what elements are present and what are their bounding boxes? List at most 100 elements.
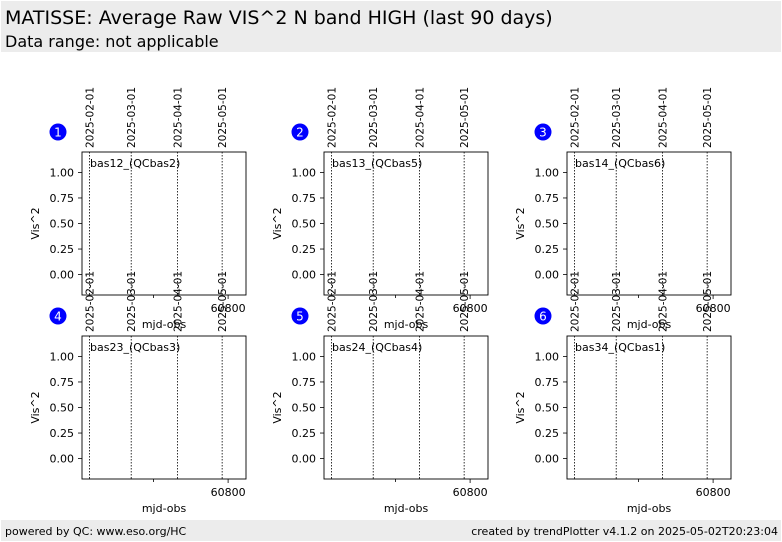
panel-number: 3 <box>539 126 547 140</box>
y-tick-label: 0.50 <box>50 402 75 415</box>
y-tick-label: 1.00 <box>50 350 75 363</box>
panel-number-badge <box>49 307 67 325</box>
date-tick-label: 2025-02-01 <box>84 271 96 332</box>
y-tick-label: 1.00 <box>50 166 75 179</box>
x-tick-label: 60800 <box>696 486 731 499</box>
panel-number-badge <box>49 123 67 141</box>
panel-number-badge <box>291 123 309 141</box>
y-tick-label: 0.00 <box>535 269 560 282</box>
y-tick-label: 0.00 <box>535 453 560 466</box>
y-axis-label: Vis^2 <box>514 207 527 239</box>
panel-number: 2 <box>296 126 304 140</box>
date-tick-label: 2025-02-01 <box>326 271 338 332</box>
y-tick-label: 0.25 <box>50 427 75 440</box>
date-tick-label: 2025-04-01 <box>414 271 426 332</box>
date-tick-label: 2025-04-01 <box>172 271 184 332</box>
date-tick-label: 2025-02-01 <box>569 271 581 332</box>
x-tick-label: 60800 <box>453 486 488 499</box>
y-tick-label: 0.25 <box>535 243 560 256</box>
y-tick-label: 0.25 <box>292 427 317 440</box>
plot-panel-3: 2025-02-01 2025-03-01 2025-04-01 2025-05-01… <box>514 87 732 331</box>
y-tick-label: 0.75 <box>50 192 75 205</box>
x-tick-label: 60800 <box>211 486 246 499</box>
plot-frame <box>81 335 247 480</box>
plot-frame <box>323 335 489 480</box>
y-tick-label: 1.00 <box>292 166 317 179</box>
y-tick-label: 0.25 <box>292 243 317 256</box>
plot-frame <box>566 151 732 296</box>
y-axis-label: Vis^2 <box>514 391 527 423</box>
plot-panel-1: 2025-02-01 2025-03-01 2025-04-01 2025-05-01… <box>29 87 247 331</box>
footer-credit: powered by QC: www.eso.org/HC <box>5 525 187 538</box>
panel-number: 4 <box>54 310 62 324</box>
panel-number: 6 <box>539 310 547 324</box>
y-tick-label: 0.75 <box>50 376 75 389</box>
plot-panel-5: 2025-02-01 2025-03-01 2025-04-01 2025-05-01… <box>271 271 489 515</box>
plot-frame <box>81 151 247 296</box>
y-tick-label: 0.00 <box>292 453 317 466</box>
x-axis-label: mjd-obs <box>142 318 187 331</box>
y-tick-label: 0.50 <box>292 402 317 415</box>
y-tick-label: 0.00 <box>292 269 317 282</box>
y-tick-label: 0.50 <box>535 402 560 415</box>
date-tick-label: 2025-03-01 <box>611 87 623 148</box>
x-tick-label: 60800 <box>211 302 246 315</box>
date-tick-label: 2025-03-01 <box>611 271 623 332</box>
x-axis-label: mjd-obs <box>142 502 187 515</box>
plot-panel-2: 2025-02-01 2025-03-01 2025-04-01 2025-05-01… <box>271 87 489 331</box>
y-tick-label: 0.25 <box>50 243 75 256</box>
date-tick-label: 2025-05-01 <box>459 271 471 332</box>
baseline-label: bas14_(QCbas6) <box>575 157 665 170</box>
plot-panel-6: 2025-02-01 2025-03-01 2025-04-01 2025-05-01… <box>514 271 732 515</box>
date-tick-label: 2025-03-01 <box>368 87 380 148</box>
panel-number-badge <box>534 123 552 141</box>
date-tick-label: 2025-04-01 <box>414 87 426 148</box>
date-tick-label: 2025-05-01 <box>217 271 229 332</box>
baseline-label: bas23_(QCbas3) <box>90 341 180 354</box>
y-tick-label: 0.50 <box>50 218 75 231</box>
baseline-label: bas34_(QCbas1) <box>575 341 665 354</box>
date-tick-label: 2025-04-01 <box>172 87 184 148</box>
y-tick-label: 0.75 <box>292 192 317 205</box>
plot-panel-4: 2025-02-01 2025-03-01 2025-04-01 2025-05-01… <box>29 271 247 515</box>
date-tick-label: 2025-02-01 <box>84 87 96 148</box>
x-axis-label: mjd-obs <box>627 318 672 331</box>
plot-frame <box>566 335 732 480</box>
panel-number: 5 <box>296 310 304 324</box>
date-tick-label: 2025-02-01 <box>569 87 581 148</box>
panel-number-badge <box>291 307 309 325</box>
date-tick-label: 2025-04-01 <box>657 87 669 148</box>
x-tick-label: 60800 <box>696 302 731 315</box>
x-axis-label: mjd-obs <box>384 318 429 331</box>
y-axis-label: Vis^2 <box>29 207 42 239</box>
footer-generator: created by trendPlotter v4.1.2 on 2025-0… <box>471 525 778 538</box>
y-tick-label: 0.00 <box>50 269 75 282</box>
page-title: MATISSE: Average Raw VIS^2 N band HIGH (… <box>5 7 553 29</box>
y-tick-label: 0.75 <box>292 376 317 389</box>
panel-number-badge <box>534 307 552 325</box>
date-tick-label: 2025-05-01 <box>702 271 714 332</box>
y-axis-label: Vis^2 <box>271 391 284 423</box>
y-axis-label: Vis^2 <box>29 391 42 423</box>
y-tick-label: 0.25 <box>535 427 560 440</box>
y-tick-label: 0.75 <box>535 192 560 205</box>
report-header: MATISSE: Average Raw VIS^2 N band HIGH (… <box>1 1 781 52</box>
y-tick-label: 1.00 <box>535 166 560 179</box>
report-footer: powered by QC: www.eso.org/HC created by… <box>1 520 781 541</box>
x-tick-label: 60800 <box>453 302 488 315</box>
date-tick-label: 2025-03-01 <box>126 271 138 332</box>
y-tick-label: 0.50 <box>535 218 560 231</box>
baseline-label: bas13_(QCbas5) <box>332 157 422 170</box>
y-tick-label: 1.00 <box>292 350 317 363</box>
date-tick-label: 2025-05-01 <box>459 87 471 148</box>
date-tick-label: 2025-05-01 <box>702 87 714 148</box>
page-subtitle: Data range: not applicable <box>5 32 219 51</box>
plot-frame <box>323 151 489 296</box>
date-tick-label: 2025-05-01 <box>217 87 229 148</box>
date-tick-label: 2025-03-01 <box>368 271 380 332</box>
y-tick-label: 0.00 <box>50 453 75 466</box>
date-tick-label: 2025-02-01 <box>326 87 338 148</box>
panel-number: 1 <box>54 126 62 140</box>
y-tick-label: 1.00 <box>535 350 560 363</box>
date-tick-label: 2025-03-01 <box>126 87 138 148</box>
